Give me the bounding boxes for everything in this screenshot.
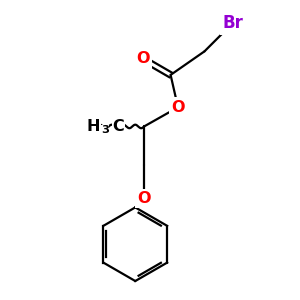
Text: Br: Br <box>222 14 243 32</box>
Text: O: O <box>137 191 151 206</box>
Text: 3: 3 <box>101 125 109 135</box>
Text: H: H <box>86 119 100 134</box>
Text: O: O <box>171 100 185 115</box>
Text: O: O <box>136 51 149 66</box>
Text: C: C <box>112 119 124 134</box>
